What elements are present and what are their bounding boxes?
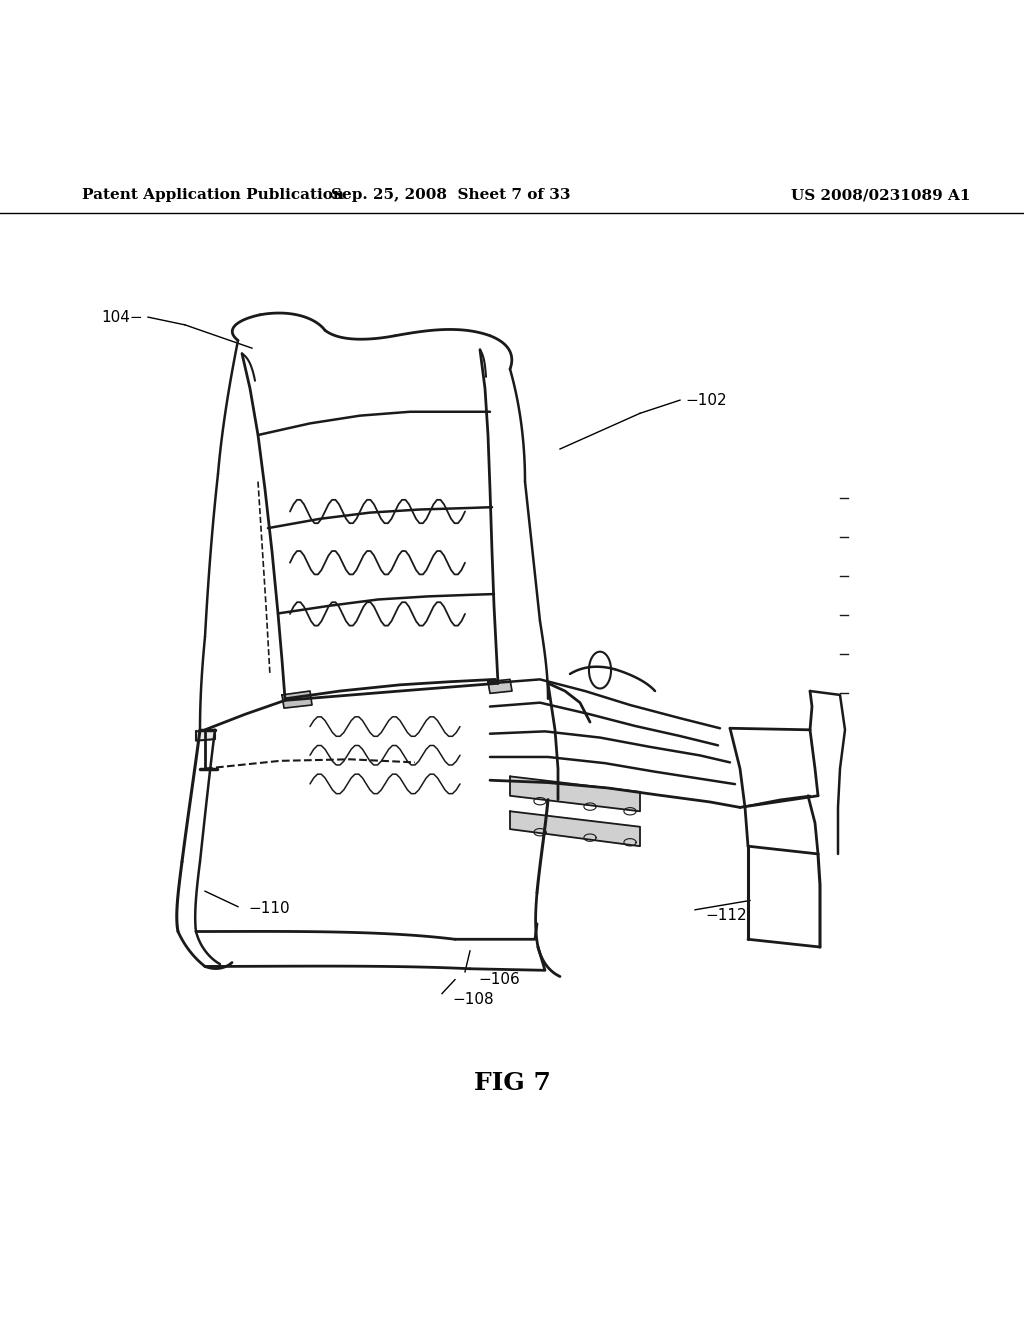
Text: −106: −106 xyxy=(478,972,520,987)
Text: −108: −108 xyxy=(452,993,494,1007)
Text: −110: −110 xyxy=(248,900,290,916)
Polygon shape xyxy=(196,730,215,741)
Text: 104−: 104− xyxy=(101,310,143,325)
Text: −112: −112 xyxy=(705,908,746,924)
Polygon shape xyxy=(510,776,640,812)
Polygon shape xyxy=(488,680,512,693)
Text: −102: −102 xyxy=(685,392,727,408)
Polygon shape xyxy=(282,692,312,708)
Text: Patent Application Publication: Patent Application Publication xyxy=(82,189,344,202)
Text: Sep. 25, 2008  Sheet 7 of 33: Sep. 25, 2008 Sheet 7 of 33 xyxy=(331,189,570,202)
Text: US 2008/0231089 A1: US 2008/0231089 A1 xyxy=(791,189,971,202)
Text: FIG 7: FIG 7 xyxy=(473,1071,551,1094)
Polygon shape xyxy=(510,812,640,846)
